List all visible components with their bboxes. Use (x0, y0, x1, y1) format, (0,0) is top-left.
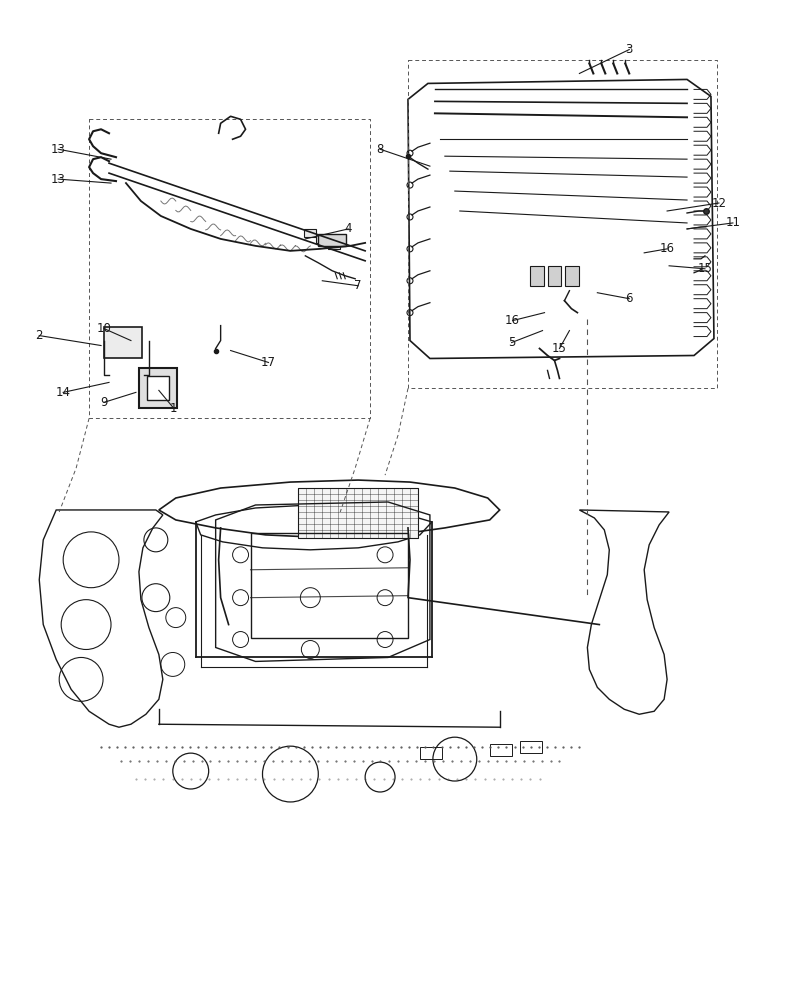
Bar (304, 229, 316, 237)
Bar (529, 266, 543, 286)
Text: 11: 11 (724, 216, 740, 229)
Text: 14: 14 (56, 386, 71, 399)
Bar (489, 744, 511, 756)
Text: 4: 4 (344, 222, 351, 235)
Text: 6: 6 (624, 292, 633, 305)
Bar (547, 266, 560, 286)
Text: 12: 12 (710, 197, 726, 210)
Bar (104, 327, 142, 358)
Bar (328, 241, 340, 249)
Bar (298, 488, 418, 538)
Bar (419, 747, 441, 759)
Bar (564, 266, 579, 286)
Bar (139, 368, 177, 408)
Text: 15: 15 (551, 342, 566, 355)
Text: 1: 1 (169, 402, 178, 415)
Text: 13: 13 (51, 143, 66, 156)
Text: 16: 16 (659, 242, 674, 255)
Text: 15: 15 (697, 262, 711, 275)
Text: 13: 13 (51, 173, 66, 186)
Bar (147, 376, 169, 400)
Bar (251, 533, 407, 638)
Text: 5: 5 (508, 336, 515, 349)
Text: 10: 10 (97, 322, 111, 335)
Text: 3: 3 (624, 43, 632, 56)
Text: 8: 8 (376, 143, 384, 156)
Bar (318, 234, 345, 246)
Bar (519, 741, 541, 753)
Text: 17: 17 (260, 356, 276, 369)
Text: 7: 7 (354, 279, 362, 292)
Bar (316, 235, 328, 243)
Text: 2: 2 (36, 329, 43, 342)
Text: 16: 16 (504, 314, 520, 327)
Text: 9: 9 (101, 396, 108, 409)
